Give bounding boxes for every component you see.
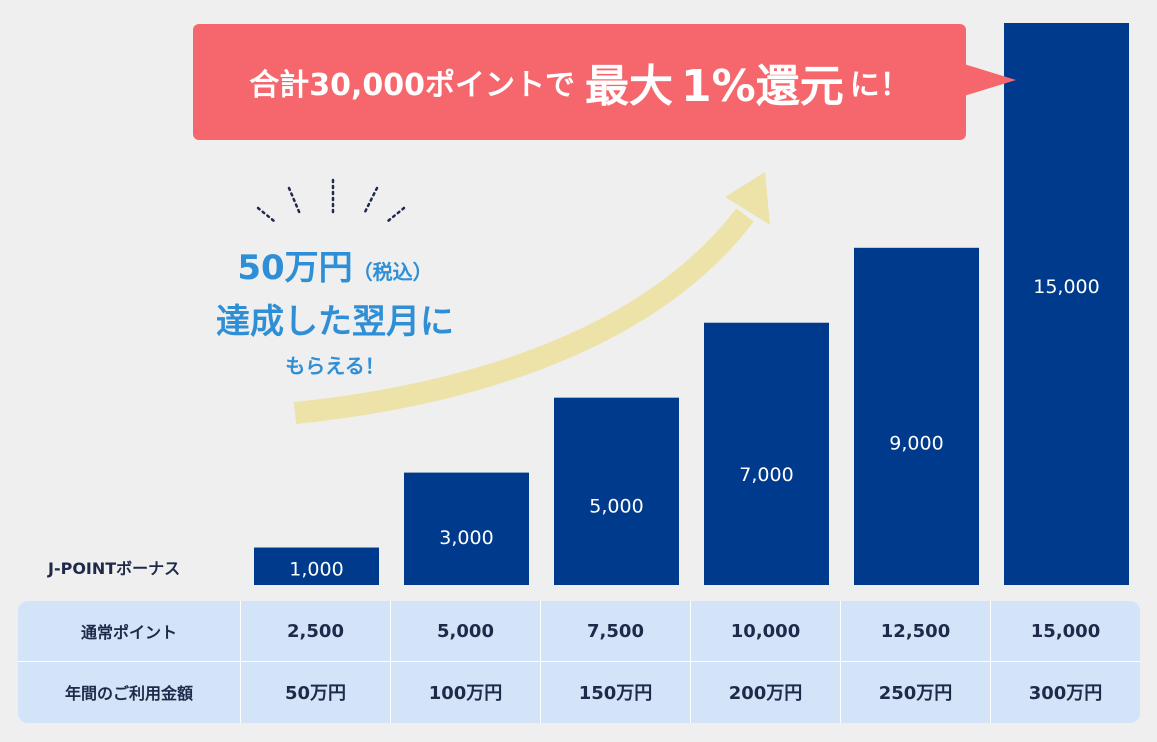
- promo-line-1: 50万円（税込）: [190, 240, 480, 289]
- callout-text-1: 合計30,000ポイントで: [249, 68, 576, 103]
- bar-3: [704, 322, 829, 585]
- bar-0: [254, 547, 379, 585]
- table-cell: 5,000: [437, 620, 494, 642]
- bar-4: [854, 247, 979, 586]
- bar-2: [554, 397, 679, 585]
- table-cell: 2,500: [287, 620, 344, 642]
- table-row-annual-spend: 年間のご利用金額 50万円 100万円 150万円 200万円 250万円 30…: [18, 662, 1140, 722]
- points-table: 通常ポイント 2,500 5,000 7,500 10,000 12,500 1…: [18, 601, 1140, 723]
- bar-value-label-4: 9,000: [889, 432, 943, 454]
- row-header-annual-spend: 年間のご利用金額: [64, 684, 193, 703]
- table-divider: [990, 601, 991, 723]
- bar-value-label-3: 7,000: [739, 464, 793, 486]
- growth-arrowhead-icon: [725, 172, 770, 225]
- table-cell: 10,000: [730, 620, 801, 642]
- promo-line-3: もらえる！: [285, 354, 385, 378]
- table-cell: 50万円: [284, 683, 347, 704]
- sparkle-ray-icon: [287, 186, 302, 216]
- table-row-normal-points: 通常ポイント 2,500 5,000 7,500 10,000 12,500 1…: [18, 601, 1140, 661]
- bonus-series-label: J-POINTボーナス: [48, 559, 181, 578]
- table-cell: 300万円: [1028, 683, 1103, 704]
- sparkle-ray-icon: [386, 206, 406, 223]
- bar-value-label-5: 15,000: [1033, 276, 1099, 298]
- row-header-normal-points: 通常ポイント: [80, 623, 177, 642]
- bar-value-label-2: 5,000: [589, 495, 643, 517]
- table-divider: [390, 601, 391, 723]
- bar-value-label-0: 1,000: [289, 558, 343, 580]
- table-cell: 200万円: [728, 683, 803, 704]
- bar-1: [404, 472, 529, 585]
- table-cell: 15,000: [1030, 620, 1101, 642]
- promo-tax-note: （税込）: [352, 260, 433, 284]
- table-divider: [840, 601, 841, 723]
- table-divider: [690, 601, 691, 723]
- callout-tail: [964, 64, 1016, 96]
- table-divider: [18, 661, 1140, 662]
- table-cell: 250万円: [878, 683, 953, 704]
- table-cell: 7,500: [587, 620, 644, 642]
- bar-value-label-1: 3,000: [439, 527, 493, 549]
- callout-text-3: 1%還元: [681, 61, 844, 112]
- table-cell: 100万円: [428, 683, 503, 704]
- callout-text-2: 最大: [585, 61, 674, 112]
- headline-callout: 合計30,000ポイントで 最大 1%還元 に！: [193, 24, 966, 140]
- sparkle-ray-icon: [256, 206, 276, 223]
- growth-arrow-icon: [293, 208, 754, 424]
- table-divider: [240, 601, 241, 723]
- promo-line-2: 達成した翌月に: [216, 302, 454, 342]
- sparkle-ray-icon: [362, 186, 379, 216]
- table-divider: [540, 601, 541, 723]
- callout-text-4: に！: [849, 68, 910, 103]
- table-cell: 150万円: [578, 683, 653, 704]
- promo-amount: 50万円: [237, 248, 353, 288]
- bar-5: [1004, 23, 1129, 585]
- table-cell: 12,500: [880, 620, 951, 642]
